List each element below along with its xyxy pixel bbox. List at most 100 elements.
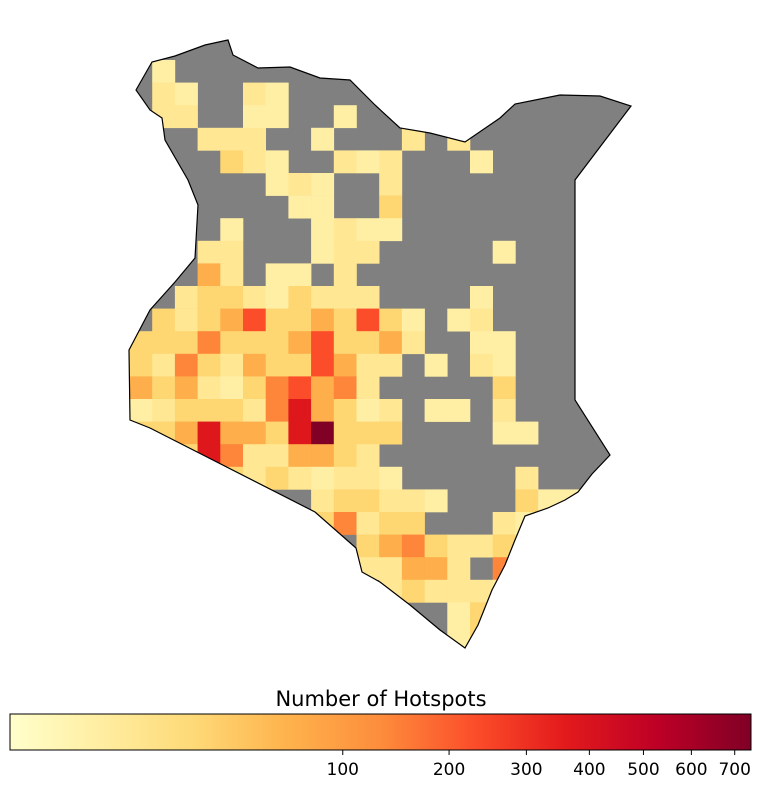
grid-cell xyxy=(356,489,380,513)
grid-cell xyxy=(174,376,198,400)
grid-cell xyxy=(333,444,357,468)
grid-cell xyxy=(515,534,539,558)
grid-cell xyxy=(515,466,539,490)
grid-cell xyxy=(220,376,244,400)
grid-cell xyxy=(515,489,539,513)
grid-cell xyxy=(265,105,289,129)
grid-cell xyxy=(311,444,335,468)
grid-cell xyxy=(356,444,380,468)
grid-cell xyxy=(197,353,221,377)
grid-cell xyxy=(333,399,357,422)
grid-cell xyxy=(243,150,266,174)
grid-cell xyxy=(424,399,448,422)
colorbar-tick-label: 600 xyxy=(675,760,707,780)
grid-cell xyxy=(447,602,471,626)
grid-cell xyxy=(311,240,335,264)
grid-cell xyxy=(197,308,221,332)
grid-cell xyxy=(288,399,312,422)
grid-cell xyxy=(333,150,357,174)
colorbar-tick-label: 300 xyxy=(510,760,542,780)
grid-cell xyxy=(333,376,357,400)
grid-cell xyxy=(333,512,357,535)
grid-cell xyxy=(311,512,335,535)
grid-cell xyxy=(356,399,380,422)
grid-cell xyxy=(492,399,516,422)
grid-cell xyxy=(356,512,380,535)
grid-cell xyxy=(311,127,335,151)
grid-cell xyxy=(401,308,425,332)
colorbar-tick-label: 500 xyxy=(627,760,659,780)
grid-cell xyxy=(356,286,380,309)
grid-cell xyxy=(401,557,425,581)
grid-cell xyxy=(470,286,493,309)
grid-cell xyxy=(174,444,198,468)
grid-cell xyxy=(265,263,289,287)
grid-cell xyxy=(220,150,244,174)
grid-cell xyxy=(197,331,221,355)
colorbar-tick-label: 700 xyxy=(718,760,750,780)
grid-cell xyxy=(243,331,266,355)
grid-cell xyxy=(243,421,266,445)
grid-cell xyxy=(243,127,266,151)
grid-cell xyxy=(288,466,312,490)
grid-cell xyxy=(356,466,380,490)
grid-cell xyxy=(447,579,471,603)
grid-cell xyxy=(333,489,357,513)
colorbar-tick-label: 200 xyxy=(433,760,465,780)
grid-cell xyxy=(424,557,448,581)
grid-cell xyxy=(492,376,516,400)
grid-cell xyxy=(447,308,471,332)
grid-cell xyxy=(470,602,493,626)
grid-cell xyxy=(356,218,380,242)
grid-cell xyxy=(470,534,493,558)
grid-cell xyxy=(379,150,403,174)
grid-cell xyxy=(356,353,380,377)
grid-cell xyxy=(220,331,244,355)
grid-cell xyxy=(356,421,380,445)
grid-cell xyxy=(288,444,312,468)
grid-cell xyxy=(220,127,244,151)
grid-cell xyxy=(515,421,539,445)
grid-cell xyxy=(333,218,357,242)
grid-cell xyxy=(447,557,471,581)
grid-cell xyxy=(288,195,312,219)
grid-cell xyxy=(333,421,357,445)
grid-cell xyxy=(492,240,516,264)
grid-cell xyxy=(311,331,335,355)
colorbar-tick-label: 100 xyxy=(327,760,359,780)
grid-cell xyxy=(333,286,357,309)
colorbar-tick-label: 400 xyxy=(573,760,605,780)
colorbar-ticks: 100 200 300 400 500 600 700 xyxy=(327,750,751,780)
grid-cell xyxy=(243,466,266,490)
grid-cell xyxy=(265,286,289,309)
grid-cell xyxy=(401,512,425,535)
grid-cell xyxy=(243,353,266,377)
grid-cell xyxy=(424,579,448,603)
grid-cell xyxy=(197,399,221,422)
grid-cell xyxy=(129,399,153,422)
grid-cell xyxy=(288,421,312,445)
grid-cell xyxy=(220,263,244,287)
grid-cell xyxy=(424,534,448,558)
grid-cell xyxy=(333,240,357,264)
grid-cell xyxy=(356,308,380,332)
grid-cell xyxy=(197,240,221,264)
grid-cell xyxy=(174,82,198,106)
grid-cell xyxy=(265,444,289,468)
grid-cell xyxy=(379,421,403,445)
grid-cell xyxy=(311,195,335,219)
grid-cell xyxy=(174,331,198,355)
grid-cell xyxy=(243,105,266,129)
grid-cell xyxy=(470,150,493,174)
grid-cell xyxy=(356,240,380,264)
grid-cell xyxy=(174,105,198,129)
grid-cell xyxy=(174,421,198,445)
grid-cell xyxy=(311,173,335,196)
grid-cell xyxy=(220,353,244,377)
grid-cell xyxy=(265,150,289,174)
grid-cell xyxy=(470,353,493,377)
grid-cell xyxy=(288,173,312,196)
grid-cell xyxy=(333,466,357,490)
grid-cell xyxy=(197,286,221,309)
